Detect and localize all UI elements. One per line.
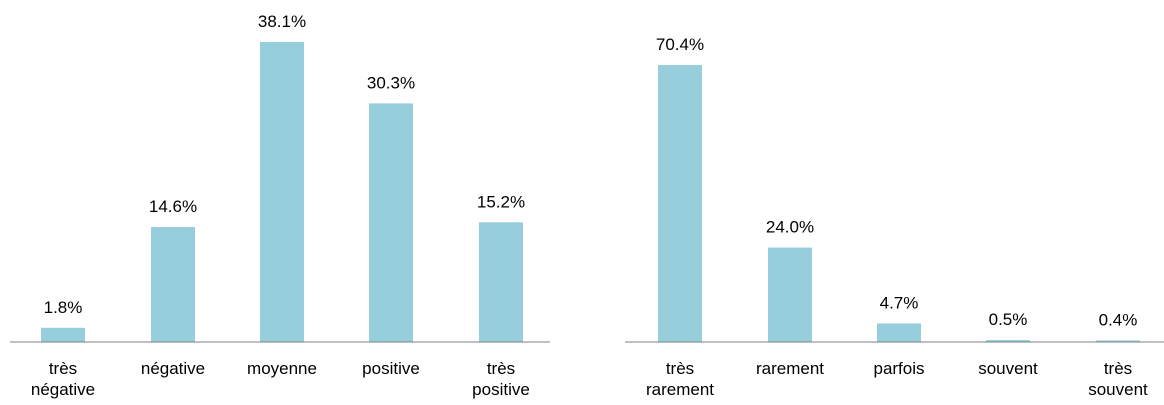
category-label: souvent — [978, 359, 1038, 378]
data-label: 0.4% — [1099, 310, 1138, 329]
bar — [768, 247, 812, 342]
data-label: 4.7% — [880, 294, 919, 313]
category-label: très négative — [31, 359, 95, 399]
data-label: 15.2% — [477, 192, 525, 211]
data-label: 14.6% — [149, 197, 197, 216]
category-label-line: très — [666, 359, 694, 378]
category-label-line: très — [1104, 359, 1132, 378]
category-label-line: moyenne — [247, 359, 317, 378]
category-label-line: positive — [362, 359, 420, 378]
category-label-line: rarement — [646, 380, 714, 399]
bar — [1096, 340, 1140, 342]
category-label: très souvent — [1088, 359, 1148, 399]
bar — [41, 327, 85, 342]
category-label: très positive — [472, 359, 530, 399]
category-label: parfois — [873, 359, 924, 378]
bar — [877, 323, 921, 342]
category-label-line: très — [49, 359, 77, 378]
data-label: 70.4% — [656, 35, 704, 54]
data-label: 0.5% — [989, 310, 1028, 329]
data-label: 24.0% — [766, 218, 814, 237]
bar — [479, 222, 523, 342]
category-label: rarement — [756, 359, 824, 378]
bar — [260, 42, 304, 342]
category-label: moyenne — [247, 359, 317, 378]
category-label-line: négative — [141, 359, 205, 378]
data-label: 30.3% — [367, 73, 415, 92]
category-label-line: positive — [472, 380, 530, 399]
category-label: très rarement — [646, 359, 714, 399]
category-label: négative — [141, 359, 205, 378]
data-label: 38.1% — [258, 12, 306, 31]
bar — [369, 103, 413, 342]
bar — [986, 340, 1030, 342]
category-label-line: négative — [31, 380, 95, 399]
data-label: 1.8% — [44, 298, 83, 317]
bar — [658, 65, 702, 342]
chart-opinion: 1.8% très négative 14.6% négative 38.1% moyenn… — [10, 12, 550, 399]
category-label-line: parfois — [873, 359, 924, 378]
category-label-line: souvent — [1088, 380, 1148, 399]
bar — [151, 227, 195, 342]
category-label-line: souvent — [978, 359, 1038, 378]
category-label-line: rarement — [756, 359, 824, 378]
chart-frequency: 70.4% très rarement 24.0% rarement 4.7% parfoi… — [625, 35, 1164, 399]
category-label: positive — [362, 359, 420, 378]
category-label-line: très — [487, 359, 515, 378]
